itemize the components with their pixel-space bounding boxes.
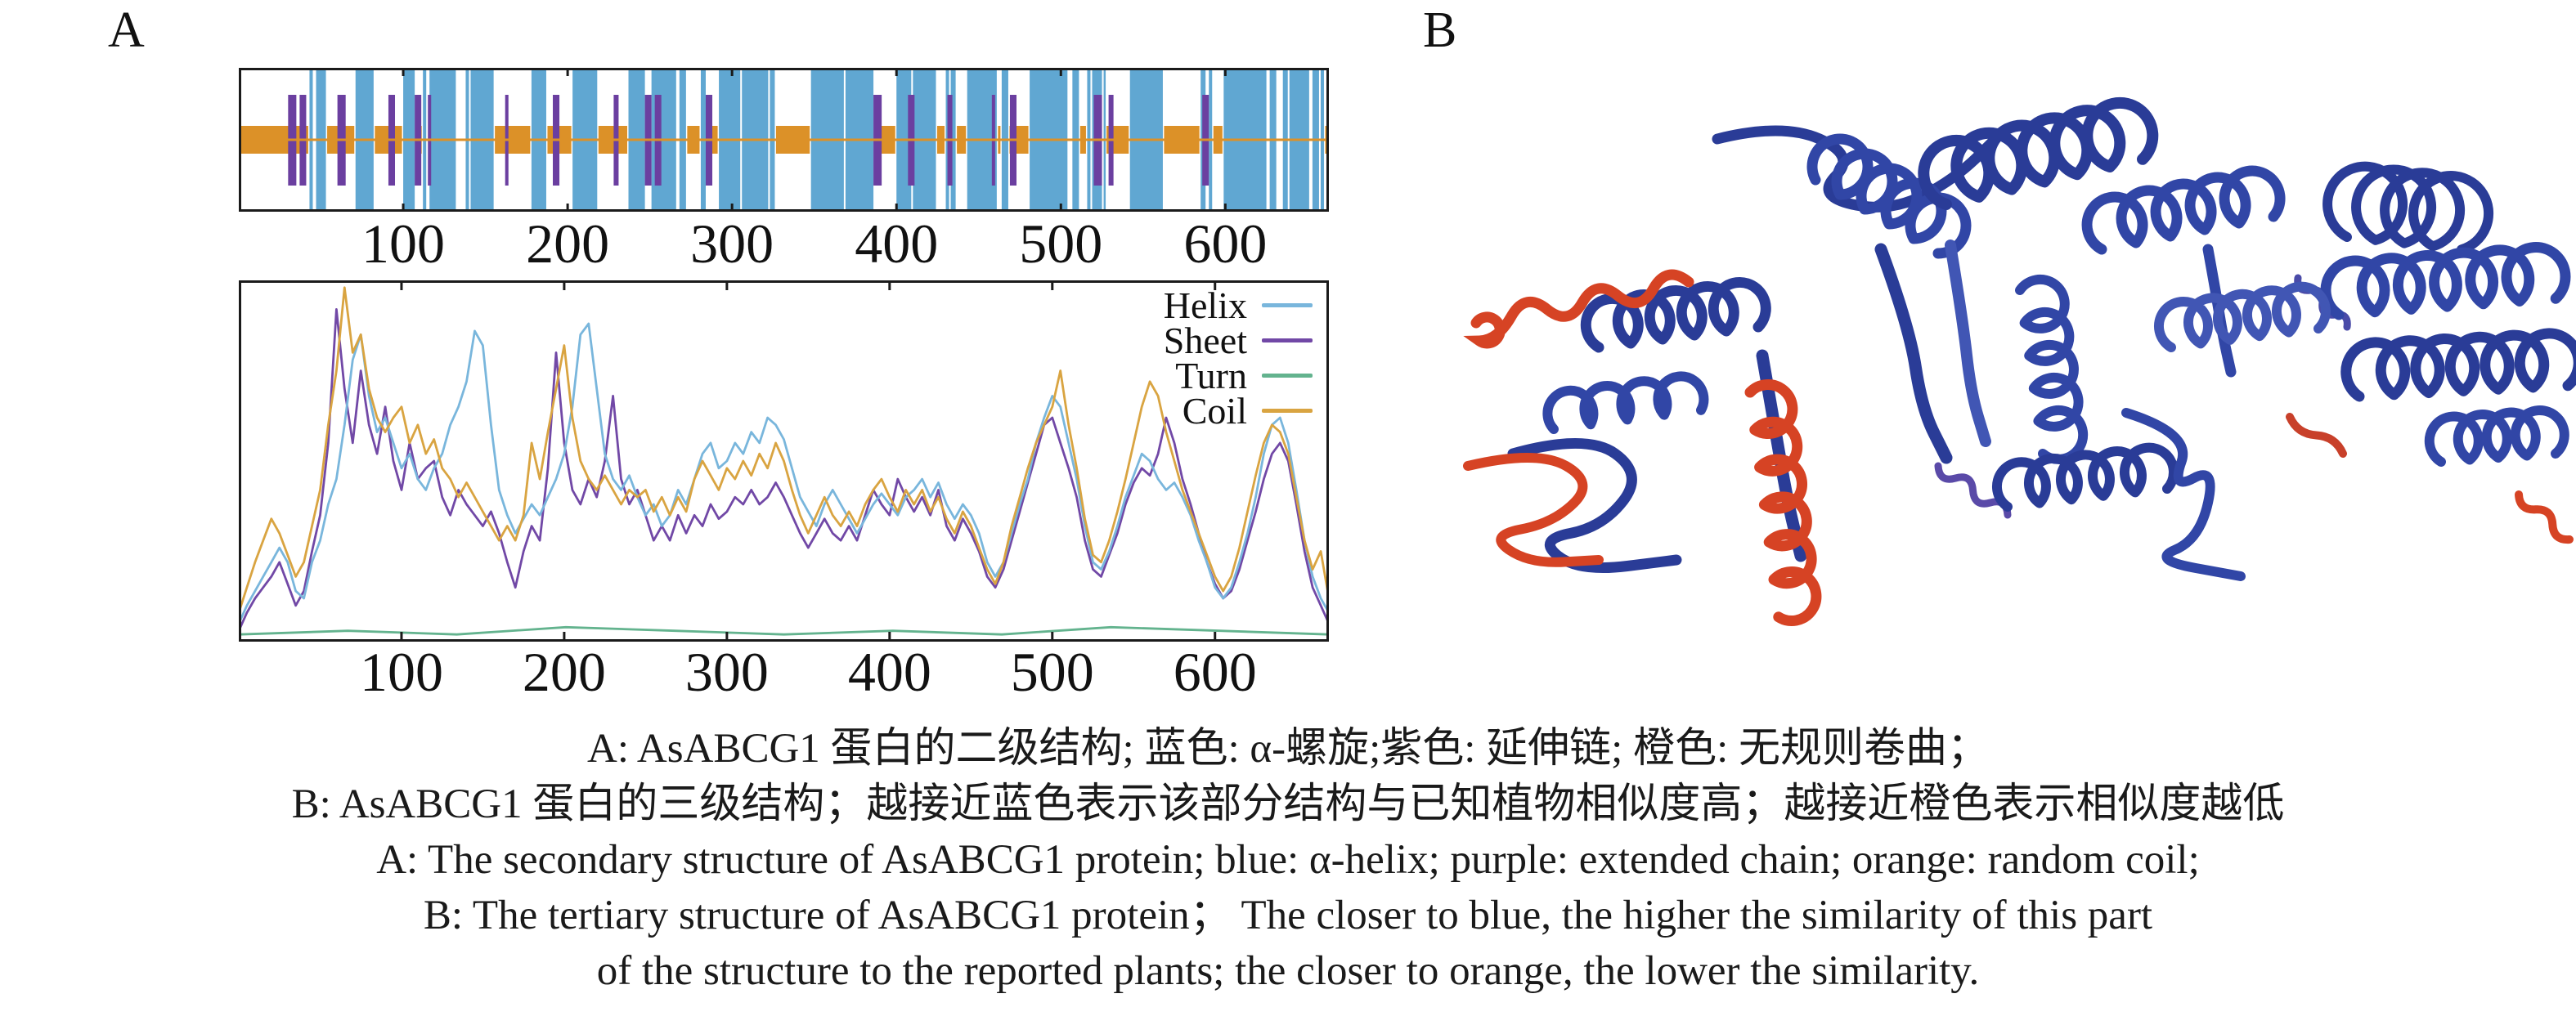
legend-item-coil: Coil: [949, 390, 1313, 432]
axis-tick-label: 600: [1173, 641, 1257, 703]
axis-tick-label: 300: [690, 213, 774, 275]
caption-line-3: A: The secondary structure of AsABCG1 pr…: [376, 837, 2200, 883]
caption-line-1: A: AsABCG1 蛋白的二级结构; 蓝色: α-螺旋;紫色: 延伸链; 橙色…: [586, 726, 1990, 772]
axis-tick-label: 400: [855, 213, 939, 275]
axis-tick-label: 500: [1019, 213, 1103, 275]
legend-item-helix: Helix: [949, 284, 1313, 326]
helix-line-swatch: [1262, 303, 1313, 307]
panel-b-label: B: [1423, 2, 1457, 58]
tertiary-structure-ribbon-figure: [1463, 96, 2576, 626]
figure-caption: A: AsABCG1 蛋白的二级结构; 蓝色: α-螺旋;紫色: 延伸链; 橙色…: [0, 721, 2576, 999]
coil-line-swatch: [1262, 409, 1313, 413]
axis-tick-label: 100: [361, 213, 446, 275]
caption-line-5: of the structure to the reported plants;…: [596, 948, 1980, 994]
axis-tick-label: 400: [847, 641, 931, 703]
axis-tick-label: 200: [522, 641, 606, 703]
secondary-structure-map: [239, 68, 1329, 212]
legend-label-helix: Helix: [1163, 284, 1247, 326]
chart-legend: Helix Sheet Turn Coil: [949, 284, 1313, 432]
secondary-structure-axis: 100 200 300 400 500 600: [0, 213, 2576, 275]
propensity-line-chart: [239, 280, 1329, 642]
propensity-chart-axis: 100 200 300 400 500 600: [0, 641, 2576, 703]
sheet-line-swatch: [1262, 338, 1313, 342]
axis-tick-label: 600: [1183, 213, 1268, 275]
caption-line-4: B: The tertiary structure of AsABCG1 pro…: [423, 893, 2153, 938]
axis-tick-label: 500: [1010, 641, 1094, 703]
turn-line-swatch: [1262, 374, 1313, 378]
legend-label-coil: Coil: [1182, 390, 1247, 432]
legend-label-sheet: Sheet: [1163, 320, 1247, 361]
legend-item-sheet: Sheet: [949, 320, 1313, 361]
legend-item-turn: Turn: [949, 355, 1313, 396]
axis-tick-label: 100: [359, 641, 443, 703]
axis-tick-label: 200: [526, 213, 610, 275]
panel-a-label: A: [108, 2, 145, 58]
caption-line-2: B: AsABCG1 蛋白的三级结构；越接近蓝色表示该部分结构与已知植物相似度高…: [291, 781, 2285, 827]
legend-label-turn: Turn: [1175, 355, 1247, 396]
axis-tick-label: 300: [684, 641, 769, 703]
